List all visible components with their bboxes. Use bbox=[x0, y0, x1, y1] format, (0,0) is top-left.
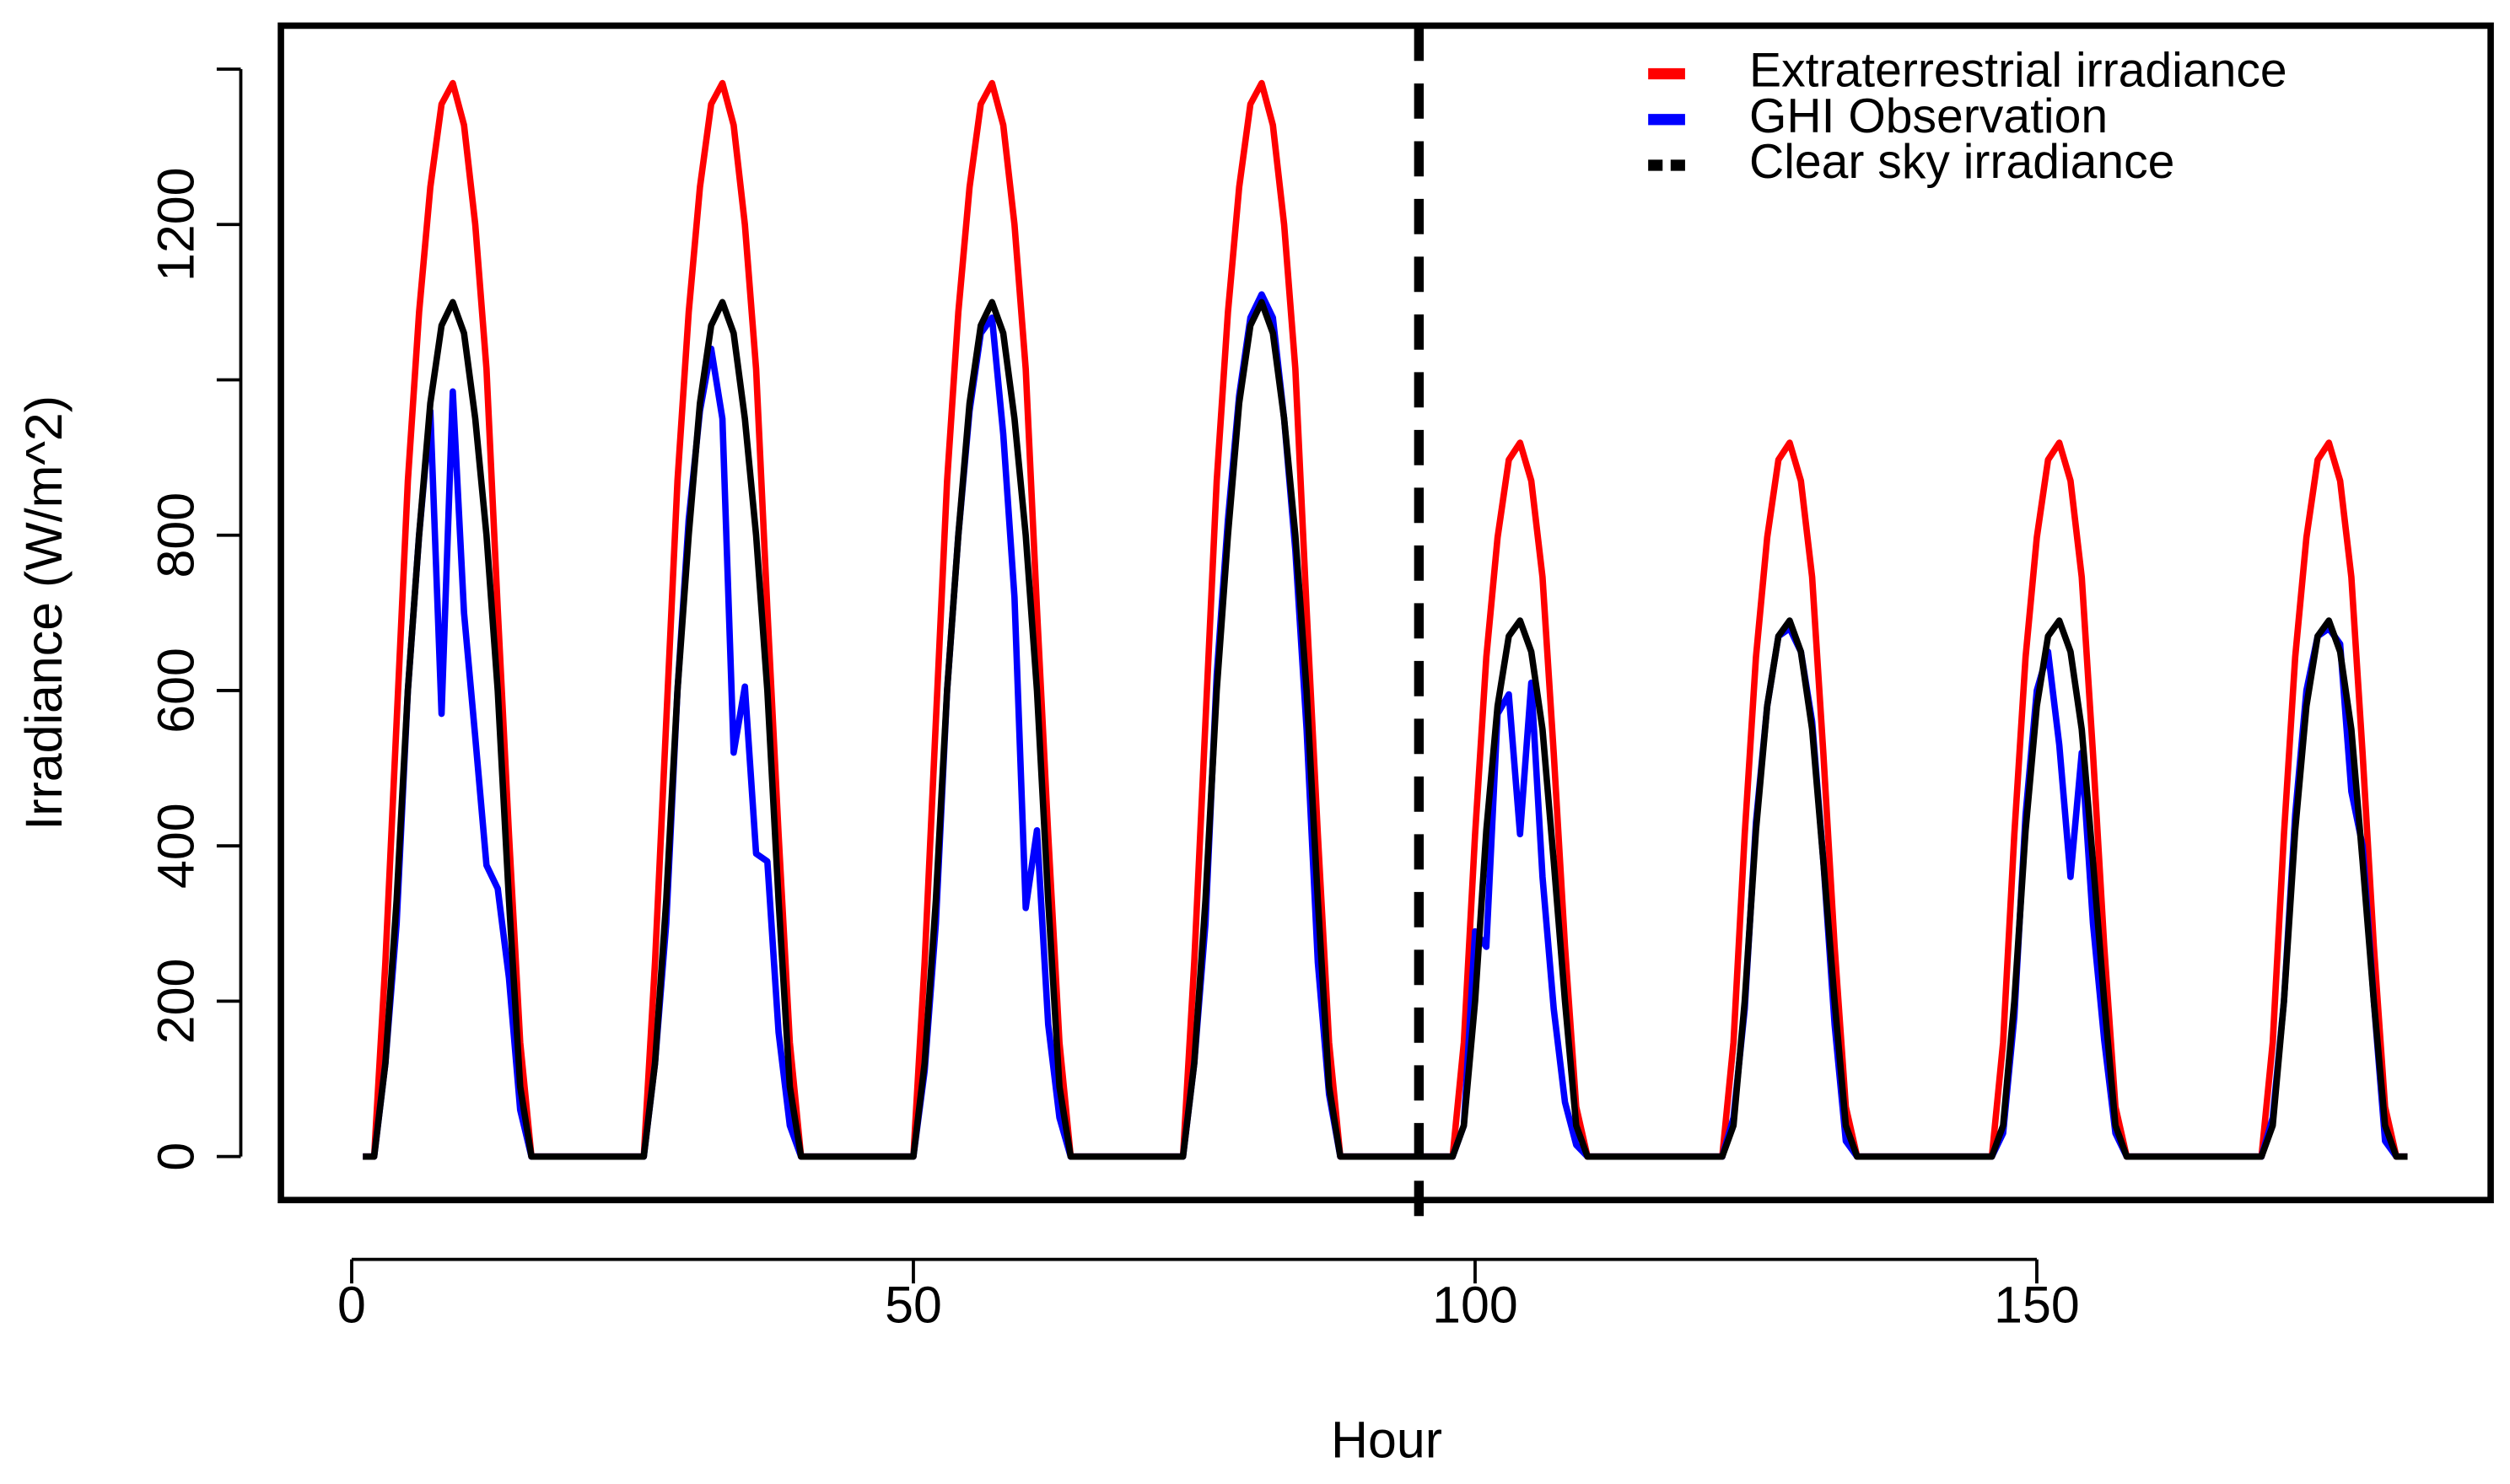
x-axis-label: Hour bbox=[1331, 1411, 1442, 1469]
y-axis-label: Irradiance (W/m^2) bbox=[15, 395, 73, 831]
series-line bbox=[363, 298, 2408, 1160]
y-tick-label: 200 bbox=[147, 959, 204, 1045]
y-tick-label: 0 bbox=[147, 1143, 204, 1171]
y-tick-label: 1200 bbox=[147, 168, 204, 282]
legend-label: Clear sky irradiance bbox=[1749, 135, 2174, 189]
plot-frame bbox=[277, 22, 2494, 1204]
x-tick-label: 0 bbox=[337, 1277, 366, 1334]
x-tick-label: 150 bbox=[1994, 1277, 2080, 1334]
y-tick-label: 800 bbox=[147, 492, 204, 578]
legend-label: Extraterrestrial irradiance bbox=[1749, 44, 2287, 98]
legend-label: GHI Observation bbox=[1749, 89, 2108, 143]
y-tick-label: 600 bbox=[147, 648, 204, 734]
x-tick-label: 100 bbox=[1432, 1277, 1518, 1334]
x-tick-label: 50 bbox=[885, 1277, 942, 1334]
series-line bbox=[363, 291, 2408, 1160]
y-tick-label: 400 bbox=[147, 803, 204, 889]
